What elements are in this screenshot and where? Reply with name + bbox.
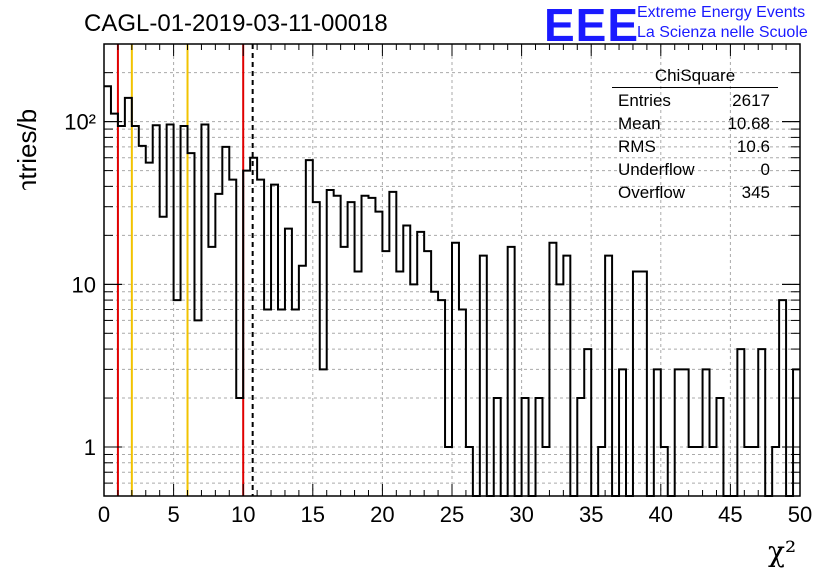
eee-logo: EEE — [544, 0, 640, 51]
stats-value: 345 — [741, 183, 770, 202]
x-tick-label: 25 — [440, 502, 464, 527]
x-tick-label: 35 — [579, 502, 603, 527]
stats-label: Entries — [618, 91, 671, 110]
stats-value: 0 — [760, 160, 770, 179]
stats-row: Overflow 345 — [612, 181, 778, 204]
x-axis-label: χ² — [768, 535, 797, 568]
x-tick-label: 45 — [718, 502, 742, 527]
x-tick-label: 20 — [370, 502, 394, 527]
y-tick-label: 10 — [72, 272, 96, 297]
x-tick-label: 0 — [98, 502, 110, 527]
stats-row: Underflow 0 — [612, 158, 778, 181]
stats-label: RMS — [618, 137, 656, 156]
chart-title: CAGL-01-2019-03-11-00018 — [84, 10, 388, 37]
x-tick-label: 15 — [301, 502, 325, 527]
stats-label: Mean — [618, 114, 661, 133]
x-tick-label: 5 — [167, 502, 179, 527]
stats-title: ChiSquare — [612, 66, 778, 88]
y-axis-label-svg: Entries/bin — [12, 110, 42, 190]
stats-value: 10.6 — [736, 137, 770, 156]
stats-row: RMS 10.6 — [612, 135, 778, 158]
stats-box: ChiSquare Entries 2617 Mean 10.68 RMS 10.6 Und… — [612, 66, 778, 204]
stats-row: Mean 10.68 — [612, 112, 778, 135]
stats-row: Entries 2617 — [612, 89, 778, 112]
stats-label: Underflow — [618, 160, 695, 179]
y-axis-label: Entries/bin — [12, 110, 42, 190]
stats-value: 2617 — [732, 91, 770, 110]
x-tick-label: 50 — [788, 502, 812, 527]
stats-label: Overflow — [618, 183, 686, 202]
x-tick-label: 30 — [509, 502, 533, 527]
x-tick-label: 10 — [231, 502, 255, 527]
y-tick-label: 1 — [84, 435, 96, 460]
logo-line-2: La Scienza nelle Scuole — [637, 24, 808, 41]
stats-value: 10.68 — [727, 114, 770, 133]
logo-line-1: Extreme Energy Events — [637, 4, 806, 21]
y-tick-label: 10² — [64, 110, 96, 135]
x-tick-label: 40 — [649, 502, 673, 527]
